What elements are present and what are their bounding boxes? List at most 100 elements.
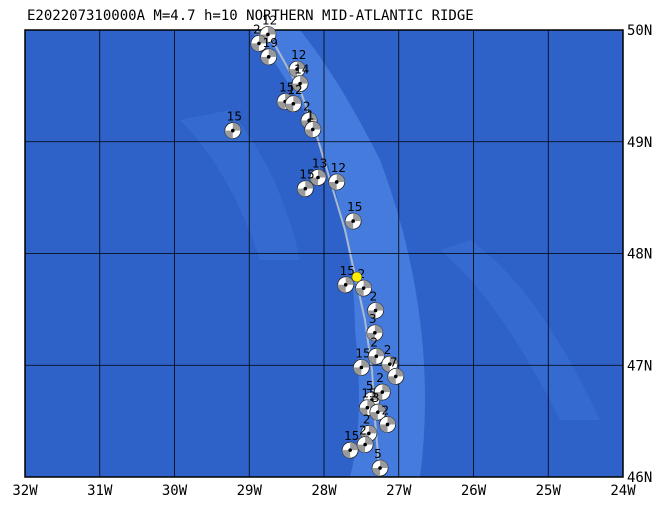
beachball-center	[298, 81, 302, 86]
event-label: 12	[262, 13, 277, 27]
x-tick-label: 31W	[87, 483, 113, 499]
beachball-center	[387, 362, 392, 366]
focal-mechanism	[367, 302, 384, 319]
event-label: 2	[376, 371, 384, 385]
focal-mechanism	[250, 35, 268, 52]
beachball-center	[231, 128, 235, 133]
event-label: 5	[374, 447, 382, 461]
focal-mechanism	[260, 48, 278, 66]
focal-mechanism	[291, 75, 309, 93]
beachball-center	[351, 219, 355, 223]
y-tick-label: 47N	[627, 358, 652, 374]
beachball-center	[303, 186, 308, 191]
x-tick-label: 25W	[536, 483, 562, 499]
event-label: 15	[279, 81, 294, 95]
focal-mechanism	[224, 122, 242, 139]
event-label: 1	[307, 108, 315, 122]
beachball-center	[374, 354, 379, 359]
focal-mechanism	[296, 180, 314, 198]
event-label: 15	[344, 429, 359, 443]
main-event	[351, 271, 363, 283]
x-tick-label: 28W	[311, 483, 337, 499]
beachball-center	[316, 175, 320, 180]
focal-mechanism	[367, 347, 385, 365]
y-tick-label: 48N	[627, 247, 652, 263]
beachball-center	[373, 308, 378, 313]
event-label: 2	[384, 343, 392, 357]
event-label: 13	[312, 157, 327, 171]
beachball-center	[343, 282, 348, 287]
focal-mechanism	[288, 60, 306, 78]
beachball-center	[365, 405, 370, 410]
x-tick-label: 32W	[12, 483, 38, 499]
event-label: 3	[372, 391, 380, 405]
event-label: 2	[363, 412, 371, 426]
beachball-center	[363, 442, 367, 447]
x-tick-label: 30W	[162, 483, 188, 499]
event-label: 5	[366, 379, 374, 393]
beachball-center	[334, 180, 339, 184]
focal-mechanism	[379, 416, 396, 433]
focal-mechanism	[337, 276, 355, 294]
focal-mechanism	[381, 355, 399, 373]
event-label: 12	[331, 161, 346, 175]
beachball-center	[359, 365, 364, 370]
event-label: 14	[294, 63, 309, 77]
event-label: 15	[347, 200, 362, 214]
map-title: E202207310000A M=4.7 h=10 NORTHERN MID-A…	[27, 8, 474, 24]
focal-mechanism	[356, 436, 374, 453]
beachball-center	[380, 390, 385, 394]
event-label: 15	[361, 387, 376, 401]
focal-mechanism	[284, 95, 302, 113]
event-label: 3	[369, 312, 377, 326]
graticule	[24, 29, 624, 478]
focal-mechanism	[355, 279, 373, 297]
beachball-center	[376, 410, 380, 414]
event-label: 2	[358, 267, 366, 281]
focal-mechanism	[304, 121, 322, 138]
y-tick-label: 49N	[627, 135, 652, 151]
event-label: 7	[390, 355, 398, 369]
beachball-center	[393, 374, 398, 379]
event-label: 2	[303, 100, 311, 114]
beachball-center	[266, 32, 270, 37]
beachball-center	[361, 286, 366, 290]
focal-mechanism	[309, 169, 327, 186]
event-label: 15	[340, 264, 355, 278]
beachball-center	[295, 67, 299, 71]
x-tick-label: 24W	[610, 483, 636, 499]
event-label: 15	[355, 346, 370, 360]
event-label: 19	[263, 36, 278, 50]
focal-mechanism	[328, 173, 346, 191]
beachball-center	[367, 431, 371, 436]
focal-mechanism	[352, 359, 370, 376]
beachball-center	[310, 127, 315, 132]
focal-mechanism	[344, 212, 362, 230]
event-label: 15	[299, 168, 314, 182]
x-tick-label: 26W	[461, 483, 487, 499]
x-tick-label: 27W	[386, 483, 412, 499]
event-label: 15	[227, 110, 242, 124]
event-label: 2	[359, 424, 367, 438]
event-label: 2	[370, 335, 378, 349]
focal-mechanism	[387, 368, 405, 385]
beachball-center	[378, 466, 382, 470]
focal-mechanism	[373, 383, 391, 401]
event-label: 12	[287, 83, 302, 97]
focal-mechanism	[369, 403, 387, 421]
focal-mechanism	[366, 324, 384, 342]
event-label: 2	[370, 289, 378, 303]
y-tick-label: 46N	[627, 470, 652, 486]
beachball-center	[291, 101, 296, 106]
event-label: 2	[253, 22, 261, 36]
x-tick-label: 29W	[237, 483, 263, 499]
event-label: 2	[382, 403, 390, 417]
focal-mechanism	[371, 459, 389, 477]
beachball-center	[385, 422, 390, 427]
beachball-center	[257, 41, 261, 46]
beachball-center	[307, 118, 311, 123]
y-tick-label: 50N	[627, 23, 652, 39]
beachball-center	[348, 448, 352, 452]
beachball-center	[373, 331, 377, 335]
